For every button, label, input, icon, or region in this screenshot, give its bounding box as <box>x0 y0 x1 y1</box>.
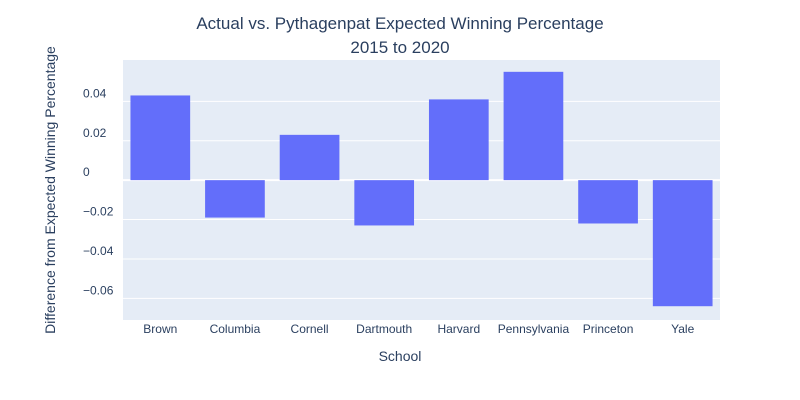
y-axis-title: Difference from Expected Winning Percent… <box>42 46 58 334</box>
x-tick-label: Yale <box>671 322 694 336</box>
x-tick-label: Cornell <box>291 322 329 336</box>
bar-pennsylvania <box>503 71 564 181</box>
y-tick-labels: −0.06 −0.04 −0.02 0 0.02 0.04 <box>83 86 114 297</box>
bar-yale <box>652 180 713 307</box>
x-tick-label: Princeton <box>583 322 634 336</box>
y-tick-label: 0.04 <box>83 86 107 100</box>
x-tick-label: Harvard <box>437 322 480 336</box>
y-tick-label: −0.06 <box>83 283 114 297</box>
x-axis-title: School <box>379 348 422 364</box>
x-tick-label: Brown <box>143 322 177 336</box>
y-tick-label: −0.04 <box>83 244 114 258</box>
chart-subtitle: 2015 to 2020 <box>350 38 449 57</box>
bars <box>130 71 713 307</box>
bar-dartmouth <box>354 180 415 226</box>
x-tick-label: Columbia <box>210 322 261 336</box>
y-tick-label: 0.02 <box>83 126 107 140</box>
bar-cornell <box>279 134 340 181</box>
x-tick-label: Pennsylvania <box>498 322 570 336</box>
x-tick-labels: Brown Columbia Cornell Dartmouth Harvard Penn… <box>143 322 694 336</box>
chart-title: Actual vs. Pythagenpat Expected Winning … <box>196 14 603 33</box>
y-tick-label: 0 <box>83 165 90 179</box>
bar-harvard <box>428 99 489 181</box>
bar-columbia <box>205 180 265 218</box>
x-tick-label: Dartmouth <box>356 322 412 336</box>
bar-princeton <box>578 180 638 224</box>
y-tick-label: −0.02 <box>83 205 114 219</box>
bar-brown <box>130 95 191 181</box>
